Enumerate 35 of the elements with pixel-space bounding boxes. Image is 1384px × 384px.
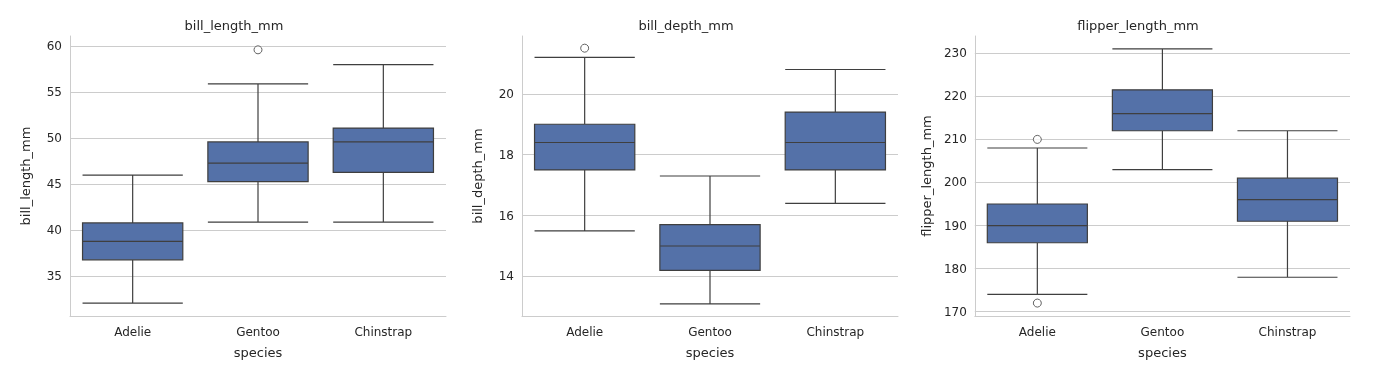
y-tick-label: 14 xyxy=(498,269,514,284)
x-axis-title: species xyxy=(1138,345,1187,360)
x-tick-label: Adelie xyxy=(566,325,604,339)
chart-title: bill_length_mm xyxy=(184,18,284,33)
y-tick-label: 220 xyxy=(943,89,967,104)
x-tick-label: Gentoo xyxy=(1140,325,1185,339)
y-tick-label: 60 xyxy=(46,39,62,54)
x-tick-label: Adelie xyxy=(114,325,152,339)
y-tick-label: 20 xyxy=(498,86,514,101)
x-tick-label: Chinstrap xyxy=(1258,325,1317,339)
x-tick-label: Gentoo xyxy=(236,325,280,339)
x-tick-label: Gentoo xyxy=(688,325,732,339)
x-axis-title: species xyxy=(685,345,735,360)
chart-title: flipper_length_mm xyxy=(1077,18,1199,33)
y-axis-title: bill_length_mm xyxy=(18,126,33,226)
x-tick-label: Chinstrap xyxy=(354,325,413,339)
y-tick-label: 40 xyxy=(46,223,62,238)
y-tick-label: 50 xyxy=(46,131,62,146)
y-tick-label: 200 xyxy=(943,175,967,190)
y-tick-label: 180 xyxy=(943,261,967,276)
y-tick-label: 45 xyxy=(46,177,62,192)
y-tick-label: 170 xyxy=(943,304,967,319)
x-tick-label: Adelie xyxy=(1018,325,1056,339)
y-tick-label: 16 xyxy=(498,208,514,223)
y-tick-label: 18 xyxy=(498,147,514,162)
y-axis-title: bill_depth_mm xyxy=(470,128,485,224)
x-tick-label: Chinstrap xyxy=(806,325,865,339)
y-tick-label: 230 xyxy=(943,46,967,61)
y-axis-title: flipper_length_mm xyxy=(919,115,934,237)
x-axis-title: species xyxy=(233,345,283,360)
y-tick-label: 210 xyxy=(943,132,967,147)
y-tick-label: 35 xyxy=(46,269,62,284)
y-tick-label: 190 xyxy=(943,218,967,233)
chart-title: bill_depth_mm xyxy=(638,18,734,33)
y-tick-label: 55 xyxy=(46,85,62,100)
